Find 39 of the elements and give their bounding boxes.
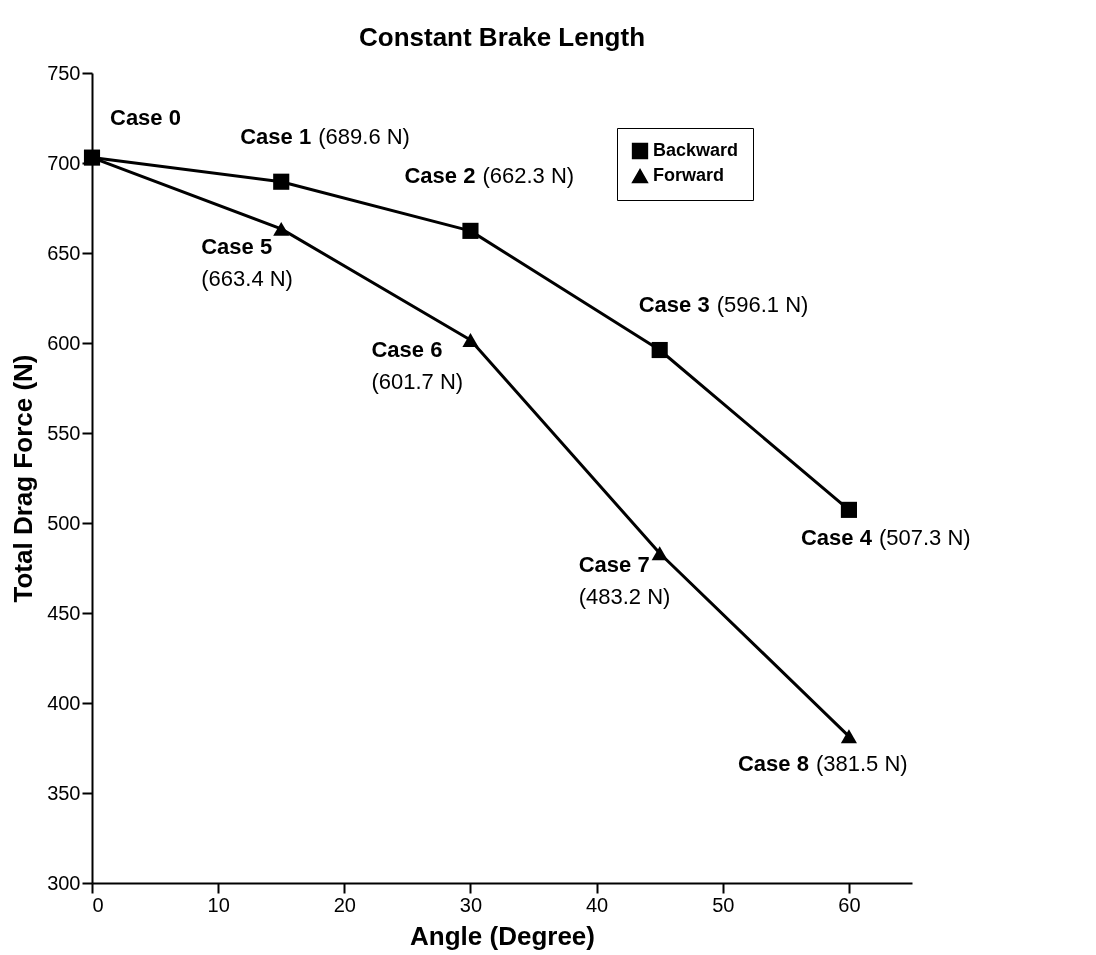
y-tick-label: 300: [47, 871, 81, 894]
y-tick-label: 400: [47, 691, 81, 714]
y-tick-label: 550: [47, 421, 81, 444]
point: [462, 332, 479, 347]
x-tick-label: 10: [207, 893, 230, 916]
point: [840, 729, 857, 744]
legend-label: Backward: [653, 140, 739, 160]
y-tick-label: 650: [47, 241, 81, 264]
point: [651, 341, 668, 359]
annotation: Case 8 (381.5 N): [737, 751, 908, 777]
x-tick-label: 40: [585, 893, 609, 916]
y-tick-label: 450: [47, 601, 81, 624]
x-tick-label: 50: [712, 893, 735, 916]
annotation: Case 7 (483.2 N): [578, 552, 671, 610]
point: [651, 546, 668, 561]
annotation: Case 1 (689.6 N): [240, 123, 410, 149]
y-tick-label: 350: [47, 781, 81, 804]
x-axis-title: Angle (Degree): [410, 920, 595, 951]
y-tick-label: 600: [47, 331, 81, 354]
chart-title: Constant Brake Length: [358, 22, 646, 52]
annotation: Case 3 (596.1 N): [638, 292, 809, 318]
x-tick-label: 30: [459, 893, 483, 916]
point: [462, 222, 479, 239]
point: [840, 501, 857, 518]
annotation: Case 5 (663.4 N): [201, 233, 293, 291]
y-tick-label: 700: [47, 151, 81, 174]
annotation: Case 6 (601.7 N): [371, 336, 464, 394]
x-tick-label: 60: [838, 893, 861, 916]
y-tick-label: 500: [47, 511, 81, 534]
point: [273, 173, 290, 190]
x-tick-label: 20: [333, 893, 356, 916]
annotation: Case 0: [110, 104, 181, 130]
point: [273, 221, 290, 236]
annotation: Case 2 (662.3 N): [404, 162, 575, 188]
annotation: Case 4 (507.3 N): [800, 524, 971, 550]
legend-label: Forward: [653, 165, 725, 185]
x-tick-label: 0: [92, 893, 104, 916]
y-tick-label: 750: [47, 61, 81, 84]
y-axis-title: Total Drag Force (N): [8, 354, 39, 603]
